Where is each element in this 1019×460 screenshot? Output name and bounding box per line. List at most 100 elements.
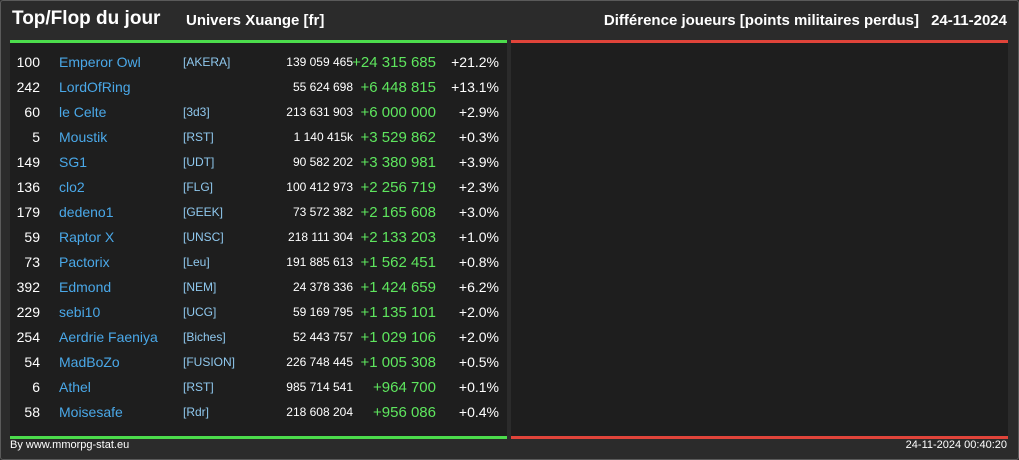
percent-change: +0.5% — [458, 354, 499, 370]
player-name-link[interactable]: SG1 — [59, 154, 88, 170]
player-name-link[interactable]: Emperor Owl — [59, 54, 141, 70]
percent-change: +2.3% — [458, 179, 499, 195]
points-difference: +956 086 — [373, 404, 436, 421]
percent-change: +21.2% — [451, 54, 499, 70]
player-name-link[interactable]: sebi10 — [59, 304, 101, 320]
guild-tag-link[interactable]: [AKERA] — [183, 55, 231, 69]
table-row: 54 MadBoZo [FUSION] 226 748 445 +1 005 308 +0… — [10, 350, 507, 375]
player-points: 24 378 336 — [292, 280, 353, 294]
player-rank: 54 — [24, 354, 40, 370]
player-points: 52 443 757 — [292, 330, 353, 344]
percent-change: +2.9% — [458, 104, 499, 120]
percent-change: +13.1% — [451, 79, 499, 95]
table-row: 5 Moustik [RST] 1 140 415k +3 529 862 +0.3% — [10, 125, 507, 150]
guild-tag-link[interactable]: [Rdr] — [183, 405, 210, 419]
percent-change: +6.2% — [458, 279, 499, 295]
player-rank: 149 — [16, 154, 40, 170]
player-name-link[interactable]: Moisesafe — [59, 404, 123, 420]
table-row: 100 Emperor Owl [AKERA] 139 059 465 +24 315 … — [10, 50, 507, 75]
table-row: 254 Aerdrie Faeniya [Biches] 52 443 757 +1 0… — [10, 325, 507, 350]
percent-change: +3.9% — [458, 154, 499, 170]
flop-panel — [511, 40, 1008, 439]
percent-change: +0.1% — [458, 379, 499, 395]
percent-change: +2.0% — [458, 304, 499, 320]
player-points: 985 714 541 — [286, 380, 353, 394]
table-row: 229 sebi10 [UCG] 59 169 795 +1 135 101 +2.0% — [10, 300, 507, 325]
table-row: 392 Edmond [NEM] 24 378 336 +1 424 659 +6.2% — [10, 275, 507, 300]
points-difference: +1 029 106 — [360, 329, 437, 346]
player-rank: 242 — [16, 79, 40, 95]
player-rank: 100 — [16, 54, 40, 70]
player-points: 139 059 465 — [286, 55, 353, 69]
points-difference: +1 562 451 — [360, 254, 437, 271]
player-points: 90 582 202 — [292, 155, 353, 169]
guild-tag-link[interactable]: [GEEK] — [183, 205, 224, 219]
player-rank: 179 — [16, 204, 40, 220]
table-row: 73 Pactorix [Leu] 191 885 613 +1 562 451 +0.8… — [10, 250, 507, 275]
player-name-link[interactable]: dedeno1 — [59, 204, 114, 220]
guild-tag-link[interactable]: [3d3] — [183, 105, 210, 119]
player-name-link[interactable]: LordOfRing — [59, 79, 131, 95]
points-difference: +2 256 719 — [360, 179, 437, 196]
player-points: 218 608 204 — [286, 405, 353, 419]
player-points: 55 624 698 — [292, 80, 353, 94]
player-points: 59 169 795 — [292, 305, 353, 319]
footer-timestamp: 24-11-2024 00:40:20 — [905, 439, 1007, 451]
player-rank: 136 — [16, 179, 40, 195]
header-date: 24-11-2024 — [931, 12, 1007, 29]
guild-tag-link[interactable]: [Biches] — [183, 330, 226, 344]
points-difference: +24 315 685 — [352, 54, 436, 71]
points-difference: +1 424 659 — [360, 279, 437, 296]
table-row: 242 LordOfRing 55 624 698 +6 448 815 +13.1% — [10, 75, 507, 100]
points-difference: +1 135 101 — [360, 304, 437, 321]
percent-change: +0.8% — [458, 254, 499, 270]
table-row: 58 Moisesafe [Rdr] 218 608 204 +956 086 +0.4% — [10, 400, 507, 425]
points-difference: +3 529 862 — [360, 129, 437, 146]
player-points: 226 748 445 — [286, 355, 353, 369]
guild-tag-link[interactable]: [UDT] — [183, 155, 215, 169]
player-rank: 73 — [24, 254, 40, 270]
player-name-link[interactable]: clo2 — [59, 179, 85, 195]
guild-tag-link[interactable]: [RST] — [183, 380, 214, 394]
guild-tag-link[interactable]: [FLG] — [183, 180, 214, 194]
page-title: Top/Flop du jour — [12, 8, 161, 29]
player-rank: 254 — [16, 329, 40, 345]
percent-change: +0.4% — [458, 404, 499, 420]
player-name-link[interactable]: Aerdrie Faeniya — [59, 329, 158, 345]
player-name-link[interactable]: MadBoZo — [59, 354, 120, 370]
table-row: 179 dedeno1 [GEEK] 73 572 382 +2 165 608 +3.0… — [10, 200, 507, 225]
player-points: 1 140 415k — [293, 130, 353, 144]
points-difference: +964 700 — [373, 379, 436, 396]
player-name-link[interactable]: Athel — [59, 379, 91, 395]
points-difference: +2 133 203 — [360, 229, 437, 246]
percent-change: +2.0% — [458, 329, 499, 345]
points-difference: +6 000 000 — [360, 104, 437, 121]
guild-tag-link[interactable]: [UNSC] — [183, 230, 224, 244]
guild-tag-link[interactable]: [FUSION] — [183, 355, 236, 369]
player-points: 213 631 903 — [286, 105, 353, 119]
guild-tag-link[interactable]: [Leu] — [183, 255, 210, 269]
player-name-link[interactable]: le Celte — [59, 104, 107, 120]
player-name-link[interactable]: Moustik — [59, 129, 108, 145]
guild-tag-link[interactable]: [UCG] — [183, 305, 217, 319]
universe-label: Univers Xuange [fr] — [186, 12, 325, 29]
percent-change: +0.3% — [458, 129, 499, 145]
percent-change: +1.0% — [458, 229, 499, 245]
points-difference: +6 448 815 — [360, 79, 437, 96]
guild-tag-link[interactable]: [RST] — [183, 130, 214, 144]
player-points: 73 572 382 — [292, 205, 353, 219]
player-rank: 58 — [24, 404, 40, 420]
guild-tag-link[interactable]: [NEM] — [183, 280, 217, 294]
player-rank: 392 — [16, 279, 40, 295]
points-difference: +1 005 308 — [360, 354, 437, 371]
points-difference: +2 165 608 — [360, 204, 437, 221]
table-row: 149 SG1 [UDT] 90 582 202 +3 380 981 +3.9% — [10, 150, 507, 175]
player-name-link[interactable]: Pactorix — [59, 254, 110, 270]
top-panel: 100 Emperor Owl [AKERA] 139 059 465 +24 315 … — [10, 40, 507, 439]
table-row: 136 clo2 [FLG] 100 412 973 +2 256 719 +2.3% — [10, 175, 507, 200]
player-rank: 229 — [16, 304, 40, 320]
player-name-link[interactable]: Raptor X — [59, 229, 115, 245]
table-row: 59 Raptor X [UNSC] 218 111 304 +2 133 203 +1.… — [10, 225, 507, 250]
player-name-link[interactable]: Edmond — [59, 279, 112, 295]
player-rank: 6 — [32, 379, 40, 395]
